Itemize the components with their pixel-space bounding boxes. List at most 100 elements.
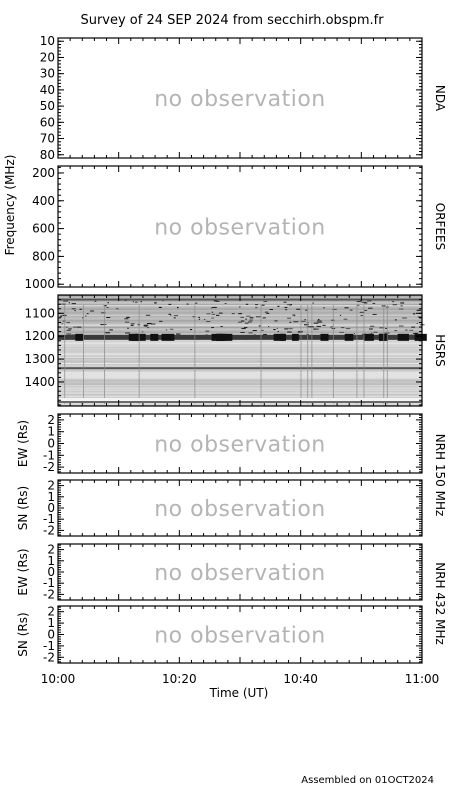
hsrs-speckle (194, 302, 198, 304)
y-tick-label: 0 (47, 628, 55, 642)
nrh-group-label: NRH 432 MHz (433, 562, 447, 645)
hsrs-speckle (168, 313, 171, 315)
y-tick-label: 60 (40, 115, 55, 129)
hsrs-speckle (140, 301, 142, 303)
hsrs-speckle (400, 305, 403, 307)
y-tick-label: 200 (32, 166, 55, 180)
hsrs-speckle (65, 326, 68, 328)
hsrs-speckle (359, 300, 362, 302)
hsrs-speckle (363, 302, 368, 304)
hsrs-band-segment (379, 333, 387, 341)
hsrs-speckle (413, 333, 418, 335)
y-tick-label: -1 (43, 639, 55, 653)
hsrs-speckle (219, 312, 223, 314)
hsrs-texture-row (58, 315, 422, 318)
hsrs-speckle (394, 319, 397, 321)
hsrs-speckle (211, 311, 214, 313)
y-tick-label: 0 (47, 437, 55, 451)
hsrs-texture-row (58, 369, 422, 371)
hsrs-speckle (176, 333, 181, 335)
hsrs-band-segment (291, 333, 299, 341)
hsrs-texture-row (58, 346, 422, 349)
no-observation-label: no observation (154, 216, 326, 241)
hsrs-speckle (173, 317, 176, 319)
hsrs-speckle (244, 322, 249, 324)
hsrs-speckle (411, 326, 416, 328)
hsrs-speckle (322, 324, 326, 326)
x-tick-label: 10:00 (41, 672, 76, 686)
hsrs-speckle (206, 321, 211, 323)
hsrs-speckle (71, 303, 77, 305)
hsrs-speckle (269, 309, 274, 311)
y-tick-label: -1 (43, 448, 55, 462)
hsrs-speckle (124, 318, 129, 320)
hsrs-texture-row (58, 302, 422, 305)
hsrs-speckle (373, 331, 378, 333)
hsrs-texture-row (58, 309, 422, 312)
hsrs-speckle (360, 315, 363, 317)
hsrs-speckle (306, 326, 312, 328)
position-axis-label: EW (Rs) (16, 548, 30, 595)
hsrs-speckle (255, 316, 261, 318)
y-tick-label: 1000 (24, 277, 55, 291)
hsrs-speckle (74, 310, 77, 312)
hsrs-speckle (385, 327, 388, 329)
hsrs-speckle (91, 310, 93, 312)
hsrs-texture-row (58, 333, 422, 335)
hsrs-speckle (288, 328, 293, 330)
instrument-label: ORFEES (433, 203, 447, 250)
hsrs-speckle (205, 330, 210, 332)
hsrs-speckle (62, 320, 66, 322)
hsrs-speckle (79, 308, 82, 310)
hsrs-texture-row (58, 385, 422, 387)
y-tick-label: 1400 (24, 375, 55, 389)
hsrs-speckle (154, 302, 157, 304)
hsrs-band-segment (397, 333, 409, 341)
hsrs-speckle (249, 317, 254, 319)
hsrs-texture-row (58, 304, 422, 307)
hsrs-texture-row (58, 303, 422, 306)
hsrs-texture-row (58, 360, 422, 362)
hsrs-speckle (260, 329, 264, 331)
y-tick-label: 20 (40, 50, 55, 64)
hsrs-texture-row (58, 377, 422, 380)
hsrs-band-segment (344, 333, 354, 341)
hsrs-speckle (331, 319, 335, 321)
hsrs-texture-row (58, 329, 422, 332)
hsrs-speckle (170, 328, 174, 330)
hsrs-speckle (330, 326, 332, 328)
hsrs-speckle (106, 317, 111, 319)
hsrs-speckle (66, 329, 71, 331)
hsrs-speckle (339, 314, 342, 316)
frequency-axis-label: Frequency (MHz) (3, 155, 17, 256)
hsrs-texture-row (58, 383, 422, 386)
hsrs-speckle (391, 301, 395, 303)
y-tick-label: 1100 (24, 306, 55, 320)
no-observation-label: no observation (154, 624, 326, 649)
hsrs-texture-row (58, 382, 422, 385)
hsrs-speckle (268, 326, 270, 328)
hsrs-speckle (101, 323, 107, 325)
panel-nrh150_ew: 210-1-2 EW (Rs) no observation (16, 413, 423, 474)
hsrs-texture-row (58, 357, 422, 360)
hsrs-speckle (158, 306, 162, 308)
hsrs-speckle (66, 322, 71, 324)
hsrs-speckle (316, 320, 322, 322)
hsrs-speckle (317, 321, 323, 323)
hsrs-speckle (292, 314, 296, 316)
hsrs-speckle (417, 316, 423, 318)
hsrs-speckle (77, 326, 82, 328)
hsrs-texture-row (58, 308, 422, 311)
y-tick-label: -2 (43, 587, 55, 601)
hsrs-texture-row (58, 380, 422, 382)
hsrs-speckle (398, 308, 404, 310)
hsrs-texture-row (58, 361, 422, 364)
hsrs-speckle (353, 333, 355, 335)
hsrs-speckle (368, 307, 373, 309)
hsrs-speckle (340, 327, 345, 329)
hsrs-speckle (241, 328, 246, 330)
hsrs-speckle (203, 318, 206, 320)
hsrs-speckle (165, 329, 168, 331)
hsrs-speckle (189, 329, 193, 331)
figure-title: Survey of 24 SEP 2024 from secchirh.obsp… (80, 13, 384, 28)
